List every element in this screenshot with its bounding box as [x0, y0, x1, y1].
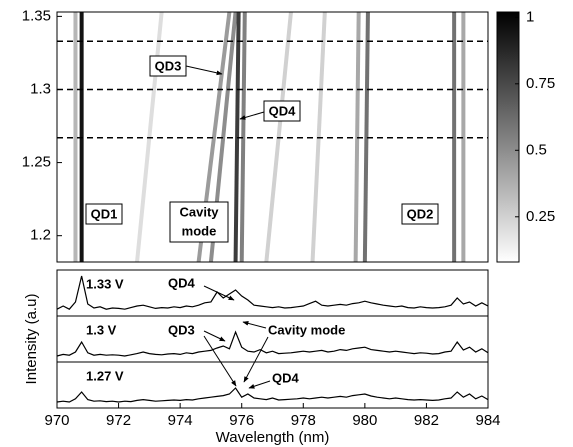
x-tick-label: 980	[352, 412, 377, 429]
colorbar-tick-label: 0.25	[526, 208, 555, 225]
annotation-arrow	[185, 65, 223, 76]
annotation: QD2	[407, 206, 434, 221]
annotation-arrow	[242, 321, 267, 329]
annotation: QD3	[155, 58, 182, 73]
annotation: QD3	[168, 322, 195, 337]
annotation-box	[85, 203, 123, 225]
y-axis-label: Intensity (a.u)	[23, 294, 40, 385]
colorbar-tick-label: 0.75	[526, 75, 555, 92]
annotation-box	[263, 100, 301, 122]
annotation-arrow	[203, 330, 226, 342]
annotation: QD4	[272, 370, 300, 385]
annotation: Cavity mode	[268, 322, 345, 337]
annotation-arrow	[203, 335, 237, 387]
annotation: QD1	[91, 206, 118, 221]
annotation-arrow	[248, 380, 271, 389]
x-tick-label: 972	[106, 412, 131, 429]
panel-frame	[56, 361, 489, 409]
spectra: 1.33 V 1.3 V 1.27 V 970 972 974 976 978 980 982 98…	[23, 269, 501, 446]
series-label: 1.3 V	[86, 322, 117, 337]
spectrum	[56, 275, 489, 310]
y-tick-label: 1.2	[30, 227, 51, 244]
x-tick-label: 976	[229, 412, 254, 429]
x-tick-label: 974	[168, 412, 193, 429]
y-tick-label: 1.25	[22, 154, 51, 171]
annotation-box	[169, 201, 229, 243]
annotation: QD4	[269, 103, 297, 118]
colorbar-tick-label: 1	[526, 8, 534, 25]
annotation-arrow	[243, 336, 269, 383]
colorbar	[496, 11, 520, 263]
annotation-arrow	[239, 111, 265, 120]
x-tick-label: 978	[291, 412, 316, 429]
y-tick-label: 1.3	[30, 80, 51, 97]
spectral-line	[362, 11, 370, 263]
annotation: QD4	[168, 275, 196, 290]
spectrum	[56, 330, 489, 357]
spectral-line	[239, 11, 247, 263]
annotation-box	[401, 203, 439, 225]
series-label: 1.33 V	[86, 276, 124, 291]
x-axis-label: Wavelength (nm)	[216, 429, 330, 446]
x-tick-label: 970	[44, 412, 69, 429]
plot-frame	[56, 11, 489, 263]
y-tick-label: 1.35	[22, 7, 51, 24]
colorbar-tick-label: 0.5	[526, 141, 547, 158]
annotation-arrow	[203, 285, 235, 301]
spectrum	[56, 387, 489, 403]
annotation: Cavity	[179, 204, 219, 219]
series-label: 1.27 V	[86, 368, 124, 383]
annotation: mode	[182, 223, 217, 238]
heatmap: 1.2 1.25 1.3 1.35 0.25 0.5 0.75 1 QD1 Cavity mode Q…	[22, 7, 555, 263]
x-tick-label: 984	[475, 412, 500, 429]
x-tick-label: 982	[414, 412, 439, 429]
